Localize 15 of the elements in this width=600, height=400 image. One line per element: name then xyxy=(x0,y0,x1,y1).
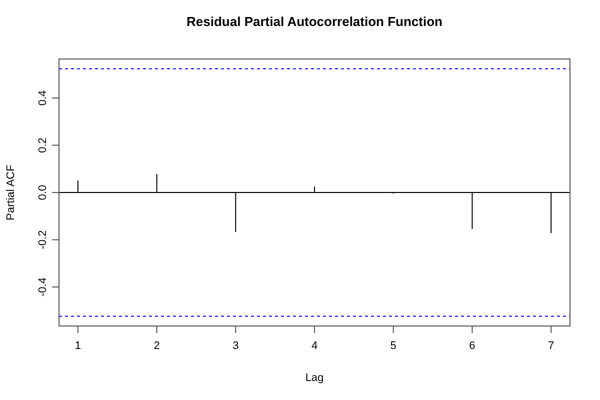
y-tick-label: 0.4 xyxy=(37,90,49,106)
y-tick-label: 0.0 xyxy=(37,184,49,200)
y-tick-label: 0.2 xyxy=(37,138,49,153)
x-tick-label: 1 xyxy=(74,340,81,352)
y-axis-title: Partial ACF xyxy=(5,164,17,220)
y-tick-label: -0.2 xyxy=(37,230,49,250)
x-tick-label: 5 xyxy=(390,340,396,352)
x-axis-title: Lag xyxy=(305,372,324,384)
x-tick-label: 6 xyxy=(469,340,476,352)
x-tick-label: 7 xyxy=(548,340,554,352)
y-tick-label: -0.4 xyxy=(37,278,49,296)
x-tick-label: 2 xyxy=(154,340,160,352)
x-tick-label: 3 xyxy=(232,340,239,352)
chart-title: Residual Partial Autocorrelation Function xyxy=(186,14,443,29)
x-tick-label: 4 xyxy=(311,340,318,352)
